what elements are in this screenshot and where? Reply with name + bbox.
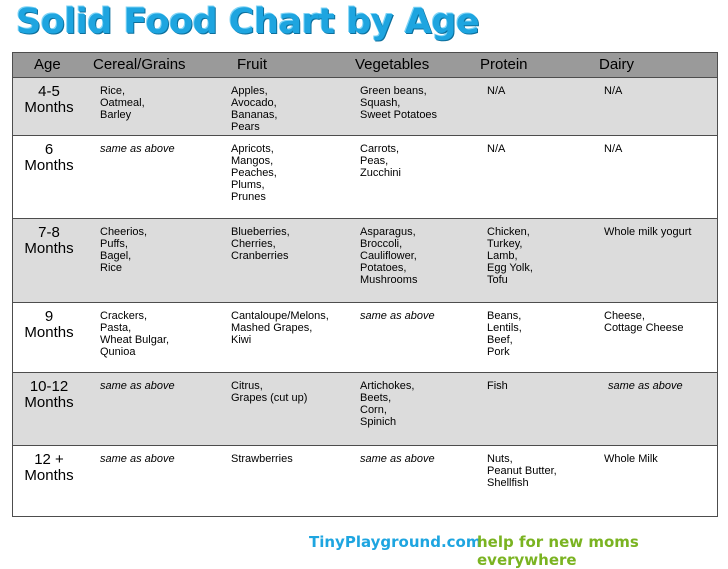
dairy-cell: N/A	[604, 85, 623, 97]
header-vegetables: Vegetables	[355, 56, 430, 73]
header-dairy: Dairy	[599, 56, 635, 73]
age-cell: 12 + Months	[24, 451, 74, 484]
vegetables-cell: Carrots, Peas, Zucchini	[360, 143, 401, 179]
cereal-cell: same as above	[100, 143, 175, 155]
fruit-cell: Citrus, Grapes (cut up)	[231, 380, 308, 404]
vegetables-cell: same as above	[360, 310, 435, 322]
dairy-cell: Whole milk yogurt	[604, 226, 692, 238]
table-row: 12 + Months same as above Strawberries same…	[13, 446, 717, 517]
header-protein: Protein	[480, 56, 528, 73]
table-row: 10-12 Months same as above Citrus, Grapes …	[13, 373, 717, 446]
age-cell: 6 Months	[24, 141, 74, 174]
protein-cell: Nuts, Peanut Butter, Shellfish	[487, 453, 557, 489]
cereal-cell: Crackers, Pasta, Wheat Bulgar, Qunioa	[100, 310, 170, 358]
footer-tagline: help for new moms everywhere	[477, 533, 639, 569]
cereal-cell: same as above	[100, 380, 175, 392]
protein-cell: Chicken, Turkey, Lamb, Egg Yolk, Tofu	[487, 226, 533, 286]
fruit-cell: Cantaloupe/Melons, Mashed Grapes, Kiwi	[231, 310, 329, 346]
page-title: Solid Food Chart by Age	[16, 2, 480, 42]
cereal-cell: same as above	[100, 453, 175, 465]
footer-site[interactable]: TinyPlayground.com	[309, 533, 482, 551]
vegetables-cell: Artichokes, Beets, Corn, Spinich	[360, 380, 415, 428]
cereal-cell: Cheerios, Puffs, Bagel, Rice	[100, 226, 148, 274]
header-cereal: Cereal/Grains	[93, 56, 186, 73]
dairy-cell: same as above	[608, 380, 683, 392]
dairy-cell: Cheese, Cottage Cheese	[604, 310, 684, 334]
age-cell: 9 Months	[24, 308, 74, 341]
vegetables-cell: Green beans, Squash, Sweet Potatoes	[360, 85, 438, 121]
cereal-cell: Rice, Oatmeal, Barley	[100, 85, 145, 121]
protein-cell: Fish	[487, 380, 508, 392]
vegetables-cell: Asparagus, Broccoli, Cauliflower, Potato…	[360, 226, 418, 286]
table-row: 6 Months same as above Apricots, Mangos, P…	[13, 136, 717, 219]
age-cell: 10-12 Months	[24, 378, 74, 411]
dairy-cell: N/A	[604, 143, 623, 155]
fruit-cell: Strawberries	[231, 453, 293, 465]
age-cell: 7-8 Months	[24, 224, 74, 257]
fruit-cell: Apples, Avocado, Bananas, Pears	[231, 85, 278, 133]
vegetables-cell: same as above	[360, 453, 435, 465]
age-cell: 4-5 Months	[24, 83, 74, 116]
table-header: Age Cereal/Grains Fruit Vegetables Prote…	[13, 53, 717, 78]
protein-cell: N/A	[487, 85, 506, 97]
protein-cell: Beans, Lentils, Beef, Pork	[487, 310, 522, 358]
header-fruit: Fruit	[237, 56, 267, 73]
header-age: Age	[34, 56, 61, 73]
fruit-cell: Blueberries, Cherries, Cranberries	[231, 226, 290, 262]
table-row: 4-5 Months Rice, Oatmeal, Barley Apples, A…	[13, 78, 717, 136]
dairy-cell: Whole Milk	[604, 453, 658, 465]
table-row: 7-8 Months Cheerios, Puffs, Bagel, Rice Bl…	[13, 219, 717, 303]
table-row: 9 Months Crackers, Pasta, Wheat Bulgar, Q…	[13, 303, 717, 373]
food-chart-table: Age Cereal/Grains Fruit Vegetables Prote…	[12, 52, 718, 517]
protein-cell: N/A	[487, 143, 506, 155]
fruit-cell: Apricots, Mangos, Peaches, Plums, Prunes	[231, 143, 277, 203]
